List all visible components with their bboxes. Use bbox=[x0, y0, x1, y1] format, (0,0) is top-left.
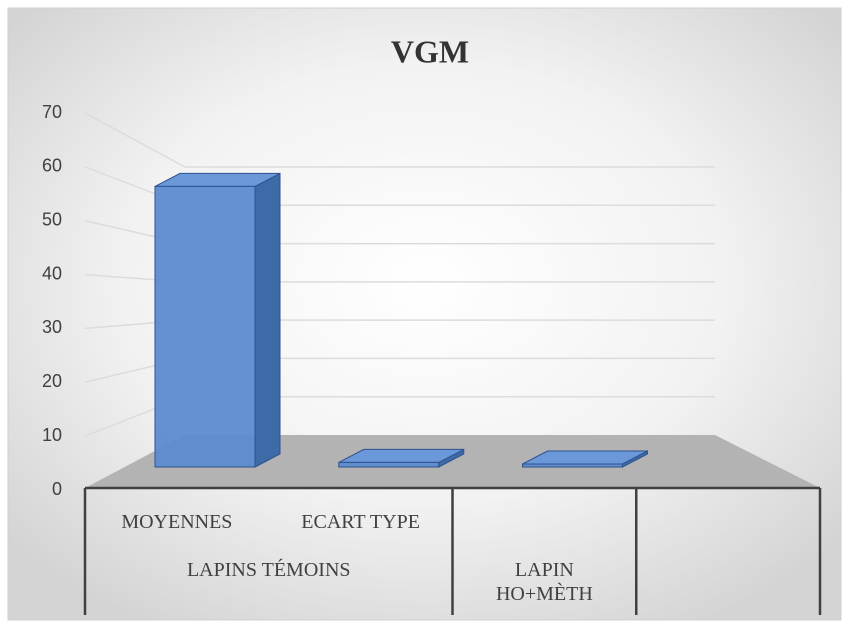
grid-line bbox=[84, 112, 715, 168]
bar bbox=[154, 172, 281, 468]
y-tick-label: 10 bbox=[42, 425, 62, 445]
bar bbox=[522, 450, 648, 468]
x-tick-label: ECART TYPE bbox=[301, 511, 420, 533]
y-tick-label: 30 bbox=[42, 317, 62, 337]
bar-front bbox=[338, 461, 440, 468]
y-tick-label: 0 bbox=[52, 479, 62, 499]
bar-side bbox=[254, 172, 281, 468]
x-tick-label: MOYENNES bbox=[121, 511, 233, 533]
y-tick-label: 20 bbox=[42, 371, 62, 391]
background bbox=[7, 7, 842, 621]
y-tick-label: 50 bbox=[42, 209, 62, 229]
x-group-label: LAPIN HO+MÈTH bbox=[495, 559, 593, 605]
y-tick-label: 40 bbox=[42, 263, 62, 283]
y-tick-label: 60 bbox=[42, 156, 62, 176]
bar-front bbox=[522, 463, 623, 468]
bar-front bbox=[154, 185, 256, 468]
y-tick-label: 70 bbox=[42, 102, 62, 122]
chart-title: VGM bbox=[391, 33, 469, 69]
bar bbox=[338, 448, 465, 468]
x-group-label: LAPINS TÉMOINS bbox=[186, 559, 351, 581]
